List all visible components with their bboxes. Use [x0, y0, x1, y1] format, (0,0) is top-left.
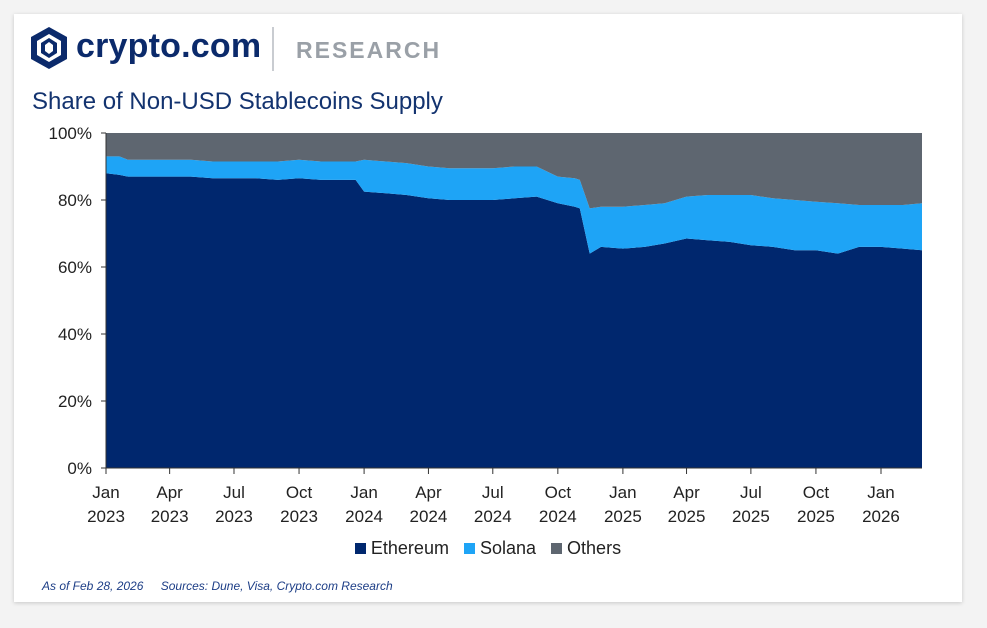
- chart-title: Share of Non-USD Stablecoins Supply: [32, 88, 443, 115]
- series-area-solana: [106, 156, 922, 254]
- y-tick-label: 20%: [58, 392, 92, 411]
- legend-label-solana: Solana: [479, 538, 537, 558]
- as-of-note: As of Feb 28, 2026: [42, 579, 144, 593]
- y-tick-label: 40%: [58, 325, 92, 344]
- x-tick-label: Apr 2025: [668, 483, 706, 526]
- x-tick-label: Jul 2023: [215, 483, 253, 526]
- y-tick-label: 0%: [67, 459, 92, 478]
- brand-divider: [272, 27, 274, 71]
- series-area-ethereum: [106, 173, 922, 468]
- chart-legend: Ethereum Solana Others: [14, 538, 962, 559]
- y-tick-label: 100%: [49, 124, 92, 143]
- x-tick-label: Oct 2023: [280, 483, 318, 526]
- y-tick-label: 60%: [58, 258, 92, 277]
- x-tick-label: Oct 2024: [539, 483, 577, 526]
- brand-logo-text: crypto.com: [76, 27, 262, 65]
- legend-swatch-solana: [463, 543, 475, 554]
- x-tick-label: Oct 2025: [797, 483, 835, 526]
- stacked-area-chart: 0% 20% 40% 60% 80% 100% Jan 2023 Apr 2023 Jul 2023 O…: [49, 124, 922, 526]
- legend-item-ethereum: Ethereum: [354, 538, 449, 559]
- series-area-others: [106, 133, 922, 209]
- x-tick-label: Jul 2024: [474, 483, 512, 526]
- x-tick-label: Apr 2023: [151, 483, 189, 526]
- x-tick-label: Jan 2024: [345, 483, 383, 526]
- x-tick-label: Jan 2023: [87, 483, 125, 526]
- y-tick-label: 80%: [58, 191, 92, 210]
- x-tick-label: Apr 2024: [410, 483, 448, 526]
- legend-swatch-others: [551, 543, 563, 554]
- legend-label-others: Others: [567, 538, 622, 558]
- crypto-com-lion-shield-icon: [31, 27, 67, 69]
- chart-footnote: As of Feb 28, 2026 Sources: Dune, Visa, …: [42, 579, 407, 593]
- x-tick-label: Jul 2025: [732, 483, 770, 526]
- legend-label-ethereum: Ethereum: [370, 538, 449, 558]
- legend-swatch-ethereum: [354, 543, 366, 554]
- brand-research-label: RESEARCH: [296, 37, 442, 63]
- legend-item-others: Others: [551, 538, 621, 559]
- x-tick-label: Jan 2025: [604, 483, 642, 526]
- sources-note: Sources: Dune, Visa, Crypto.com Research: [160, 579, 393, 593]
- x-tick-label: Jan 2026: [862, 483, 900, 526]
- chart-card: crypto.com RESEARCH Share of Non-USD Sta…: [14, 14, 962, 602]
- legend-item-solana: Solana: [463, 538, 537, 559]
